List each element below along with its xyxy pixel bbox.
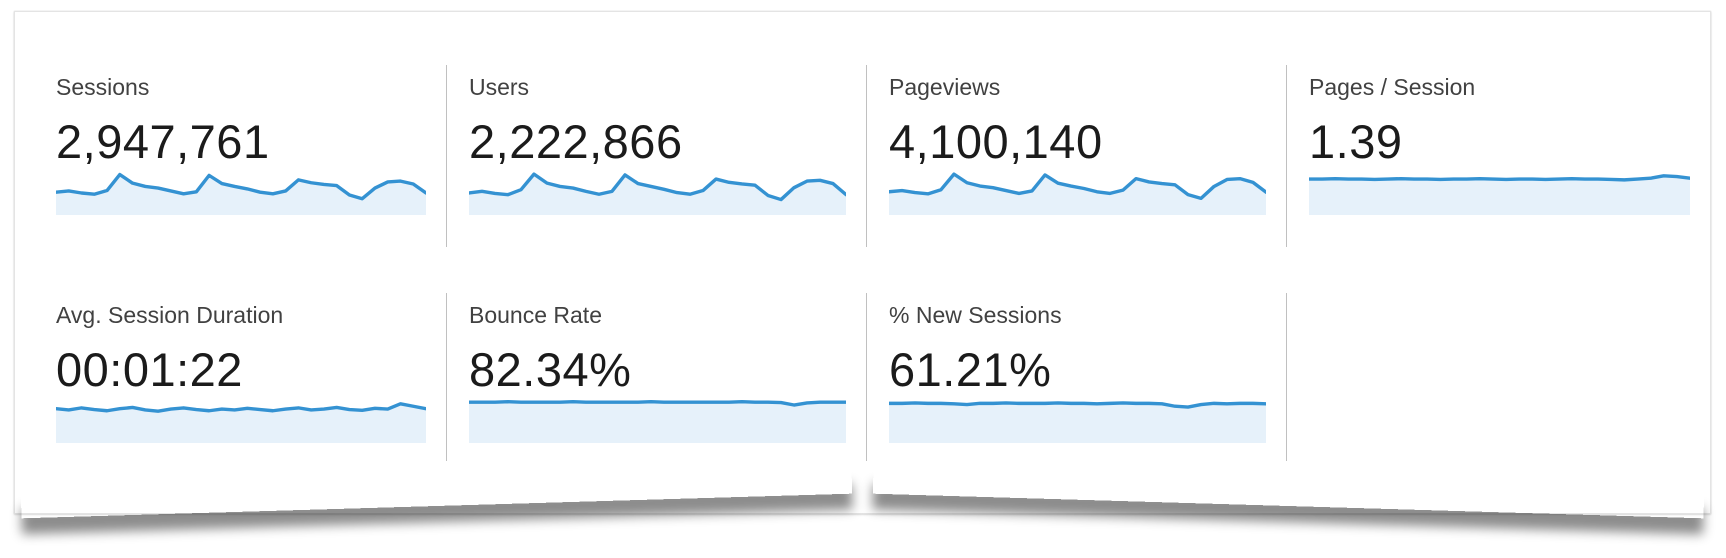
metric-card-pageviews[interactable]: Pageviews 4,100,140 (867, 65, 1287, 247)
metric-card-avg-session-duration[interactable]: Avg. Session Duration 00:01:22 (15, 293, 447, 461)
users-sparkline-chart (469, 171, 846, 215)
metric-card-pages-per-session[interactable]: Pages / Session 1.39 (1287, 65, 1710, 247)
metric-label: % New Sessions (889, 302, 1062, 328)
metric-label: Pageviews (889, 74, 1001, 100)
metric-label: Users (469, 74, 530, 100)
metric-label: Avg. Session Duration (56, 302, 284, 328)
metric-value: 82.34% (469, 343, 632, 396)
metric-value: 4,100,140 (889, 115, 1103, 168)
metric-card-pct-new-sessions[interactable]: % New Sessions 61.21% (867, 293, 1287, 461)
metric-label: Sessions (56, 74, 150, 100)
metric-value: 00:01:22 (56, 343, 243, 396)
metrics-row-2: Avg. Session Duration 00:01:22 Bounce Ra… (15, 293, 1710, 461)
metric-value: 1.39 (1309, 115, 1403, 168)
avg-session-duration-sparkline-chart (56, 399, 426, 443)
metrics-row-1: Sessions 2,947,761 Users 2,222,866 Pagev… (15, 65, 1710, 247)
metric-value: 61.21% (889, 343, 1052, 396)
empty-cell (1287, 293, 1710, 461)
metric-value: 2,947,761 (56, 115, 270, 168)
metric-card-users[interactable]: Users 2,222,866 (447, 65, 867, 247)
metric-label: Bounce Rate (469, 302, 602, 328)
pageviews-sparkline-chart (889, 171, 1266, 215)
pct-new-sessions-sparkline-chart (889, 399, 1266, 443)
metric-value: 2,222,866 (469, 115, 683, 168)
bounce-rate-sparkline-chart (469, 399, 846, 443)
sessions-sparkline-chart (56, 171, 426, 215)
metric-card-bounce-rate[interactable]: Bounce Rate 82.34% (447, 293, 867, 461)
pages-per-session-sparkline-chart (1309, 171, 1690, 215)
metric-card-sessions[interactable]: Sessions 2,947,761 (15, 65, 447, 247)
metric-label: Pages / Session (1309, 74, 1476, 100)
metrics-panel: Sessions 2,947,761 Users 2,222,866 Pagev… (14, 11, 1711, 514)
